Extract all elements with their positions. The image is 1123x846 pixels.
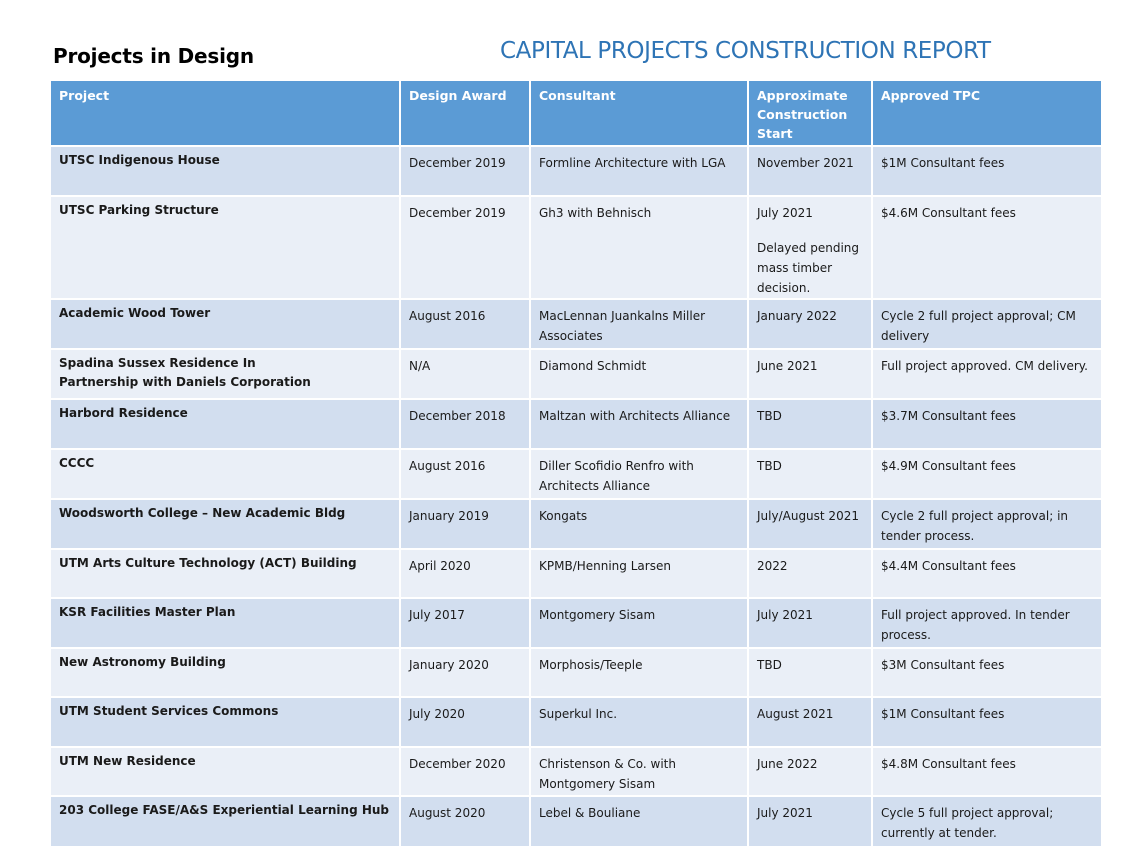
cell-consultant: Gh3 with Behnisch xyxy=(530,195,749,299)
cell-project: KSR Facilities Master Plan xyxy=(51,597,401,648)
table-row: UTM New Residence December 2020 Christen… xyxy=(51,746,1101,796)
cell-project: UTSC Indigenous House xyxy=(51,145,401,196)
cell-construction-start: January 2022 xyxy=(748,298,873,349)
cell-project: Academic Wood Tower xyxy=(51,298,401,349)
cell-project: Woodsworth College – New Academic Bldg xyxy=(51,498,401,549)
start-value: July 2021 xyxy=(757,206,813,220)
cell-approved-tpc: $4.6M Consultant fees xyxy=(872,195,1101,299)
cell-construction-start: June 2021 xyxy=(748,348,873,399)
cell-construction-start: July 2021 Delayed pending mass timber de… xyxy=(748,195,873,299)
page-heading: Projects in Design xyxy=(53,44,254,68)
cell-design-award: August 2016 xyxy=(400,298,531,349)
table-row: CCCC August 2016 Diller Scofidio Renfro … xyxy=(51,448,1101,499)
cell-design-award: April 2020 xyxy=(400,548,531,598)
cell-project: UTSC Parking Structure xyxy=(51,195,401,299)
cell-project: Spadina Sussex Residence In Partnership … xyxy=(51,348,401,399)
cell-construction-start: TBD xyxy=(748,647,873,697)
cell-design-award: July 2020 xyxy=(400,696,531,747)
report-title: CAPITAL PROJECTS CONSTRUCTION REPORT xyxy=(500,38,991,64)
cell-consultant: Maltzan with Architects Alliance xyxy=(530,398,749,449)
cell-construction-start: TBD xyxy=(748,448,873,499)
cell-construction-start: 2022 xyxy=(748,548,873,598)
cell-consultant: KPMB/Henning Larsen xyxy=(530,548,749,598)
cell-consultant: Lebel & Bouliane xyxy=(530,795,749,846)
cell-design-award: December 2018 xyxy=(400,398,531,449)
cell-project: UTM Student Services Commons xyxy=(51,696,401,747)
cell-project: UTM New Residence xyxy=(51,746,401,796)
column-header-design-award: Design Award xyxy=(400,81,531,146)
cell-design-award: July 2017 xyxy=(400,597,531,648)
cell-approved-tpc: $1M Consultant fees xyxy=(872,145,1101,196)
table-row: UTSC Indigenous House December 2019 Form… xyxy=(51,145,1101,196)
cell-design-award: December 2020 xyxy=(400,746,531,796)
cell-project: CCCC xyxy=(51,448,401,499)
table-row: Spadina Sussex Residence In Partnership … xyxy=(51,348,1101,399)
cell-design-award: August 2016 xyxy=(400,448,531,499)
cell-consultant: Kongats xyxy=(530,498,749,549)
cell-approved-tpc: $4.9M Consultant fees xyxy=(872,448,1101,499)
table-row: UTM Student Services Commons July 2020 S… xyxy=(51,696,1101,747)
cell-approved-tpc: Cycle 5 full project approval; currently… xyxy=(872,795,1101,846)
cell-construction-start: July 2021 xyxy=(748,795,873,846)
cell-design-award: January 2019 xyxy=(400,498,531,549)
cell-construction-start: November 2021 xyxy=(748,145,873,196)
column-header-project: Project xyxy=(51,81,401,146)
table-row: KSR Facilities Master Plan July 2017 Mon… xyxy=(51,597,1101,648)
column-header-approved-tpc: Approved TPC xyxy=(872,81,1101,146)
cell-consultant: Christenson & Co. with Montgomery Sisam xyxy=(530,746,749,796)
cell-design-award: December 2019 xyxy=(400,145,531,196)
cell-project: 203 College FASE/A&S Experiential Learni… xyxy=(51,795,401,846)
cell-construction-start: July 2021 xyxy=(748,597,873,648)
column-header-start-line2: Construction xyxy=(757,107,848,122)
table-row: UTSC Parking Structure December 2019 Gh3… xyxy=(51,195,1101,299)
table-row: 203 College FASE/A&S Experiential Learni… xyxy=(51,795,1101,846)
table-header-row: Project Design Award Consultant Approxim… xyxy=(51,81,1101,146)
cell-approved-tpc: $3.7M Consultant fees xyxy=(872,398,1101,449)
cell-design-award: August 2020 xyxy=(400,795,531,846)
cell-approved-tpc: Full project approved. CM delivery. xyxy=(872,348,1101,399)
project-line2: Partnership with Daniels Corporation xyxy=(59,375,311,389)
table-row: Harbord Residence December 2018 Maltzan … xyxy=(51,398,1101,449)
cell-project: UTM Arts Culture Technology (ACT) Buildi… xyxy=(51,548,401,598)
cell-project: New Astronomy Building xyxy=(51,647,401,697)
table-row: Woodsworth College – New Academic Bldg J… xyxy=(51,498,1101,549)
column-header-start-line3: Start xyxy=(757,126,793,141)
cell-approved-tpc: $4.8M Consultant fees xyxy=(872,746,1101,796)
table-row: New Astronomy Building January 2020 Morp… xyxy=(51,647,1101,697)
cell-consultant: Diamond Schmidt xyxy=(530,348,749,399)
cell-project: Harbord Residence xyxy=(51,398,401,449)
column-header-start-line1: Approximate xyxy=(757,88,848,103)
cell-consultant: Diller Scofidio Renfro with Architects A… xyxy=(530,448,749,499)
table-row: Academic Wood Tower August 2016 MacLenna… xyxy=(51,298,1101,349)
cell-consultant: Superkul Inc. xyxy=(530,696,749,747)
cell-construction-start: June 2022 xyxy=(748,746,873,796)
cell-approved-tpc: Cycle 2 full project approval; in tender… xyxy=(872,498,1101,549)
cell-design-award: N/A xyxy=(400,348,531,399)
cell-construction-start: TBD xyxy=(748,398,873,449)
cell-construction-start: August 2021 xyxy=(748,696,873,747)
cell-consultant: Morphosis/Teeple xyxy=(530,647,749,697)
cell-approved-tpc: Cycle 2 full project approval; CM delive… xyxy=(872,298,1101,349)
cell-consultant: Formline Architecture with LGA xyxy=(530,145,749,196)
cell-design-award: December 2019 xyxy=(400,195,531,299)
cell-construction-start: July/August 2021 xyxy=(748,498,873,549)
column-header-construction-start: Approximate Construction Start xyxy=(748,81,873,146)
cell-approved-tpc: $4.4M Consultant fees xyxy=(872,548,1101,598)
column-header-consultant: Consultant xyxy=(530,81,749,146)
cell-approved-tpc: $1M Consultant fees xyxy=(872,696,1101,747)
cell-approved-tpc: $3M Consultant fees xyxy=(872,647,1101,697)
start-delay-note: Delayed pending mass timber decision. xyxy=(757,241,860,295)
projects-table: Project Design Award Consultant Approxim… xyxy=(51,81,1101,846)
cell-design-award: January 2020 xyxy=(400,647,531,697)
cell-consultant: Montgomery Sisam xyxy=(530,597,749,648)
cell-consultant: MacLennan Juankalns Miller Associates xyxy=(530,298,749,349)
project-line1: Spadina Sussex Residence In xyxy=(59,356,256,370)
table-row: UTM Arts Culture Technology (ACT) Buildi… xyxy=(51,548,1101,598)
cell-approved-tpc: Full project approved. In tender process… xyxy=(872,597,1101,648)
